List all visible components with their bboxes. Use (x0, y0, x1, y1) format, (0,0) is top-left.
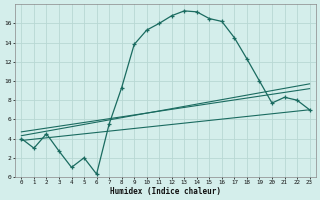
X-axis label: Humidex (Indice chaleur): Humidex (Indice chaleur) (110, 187, 221, 196)
